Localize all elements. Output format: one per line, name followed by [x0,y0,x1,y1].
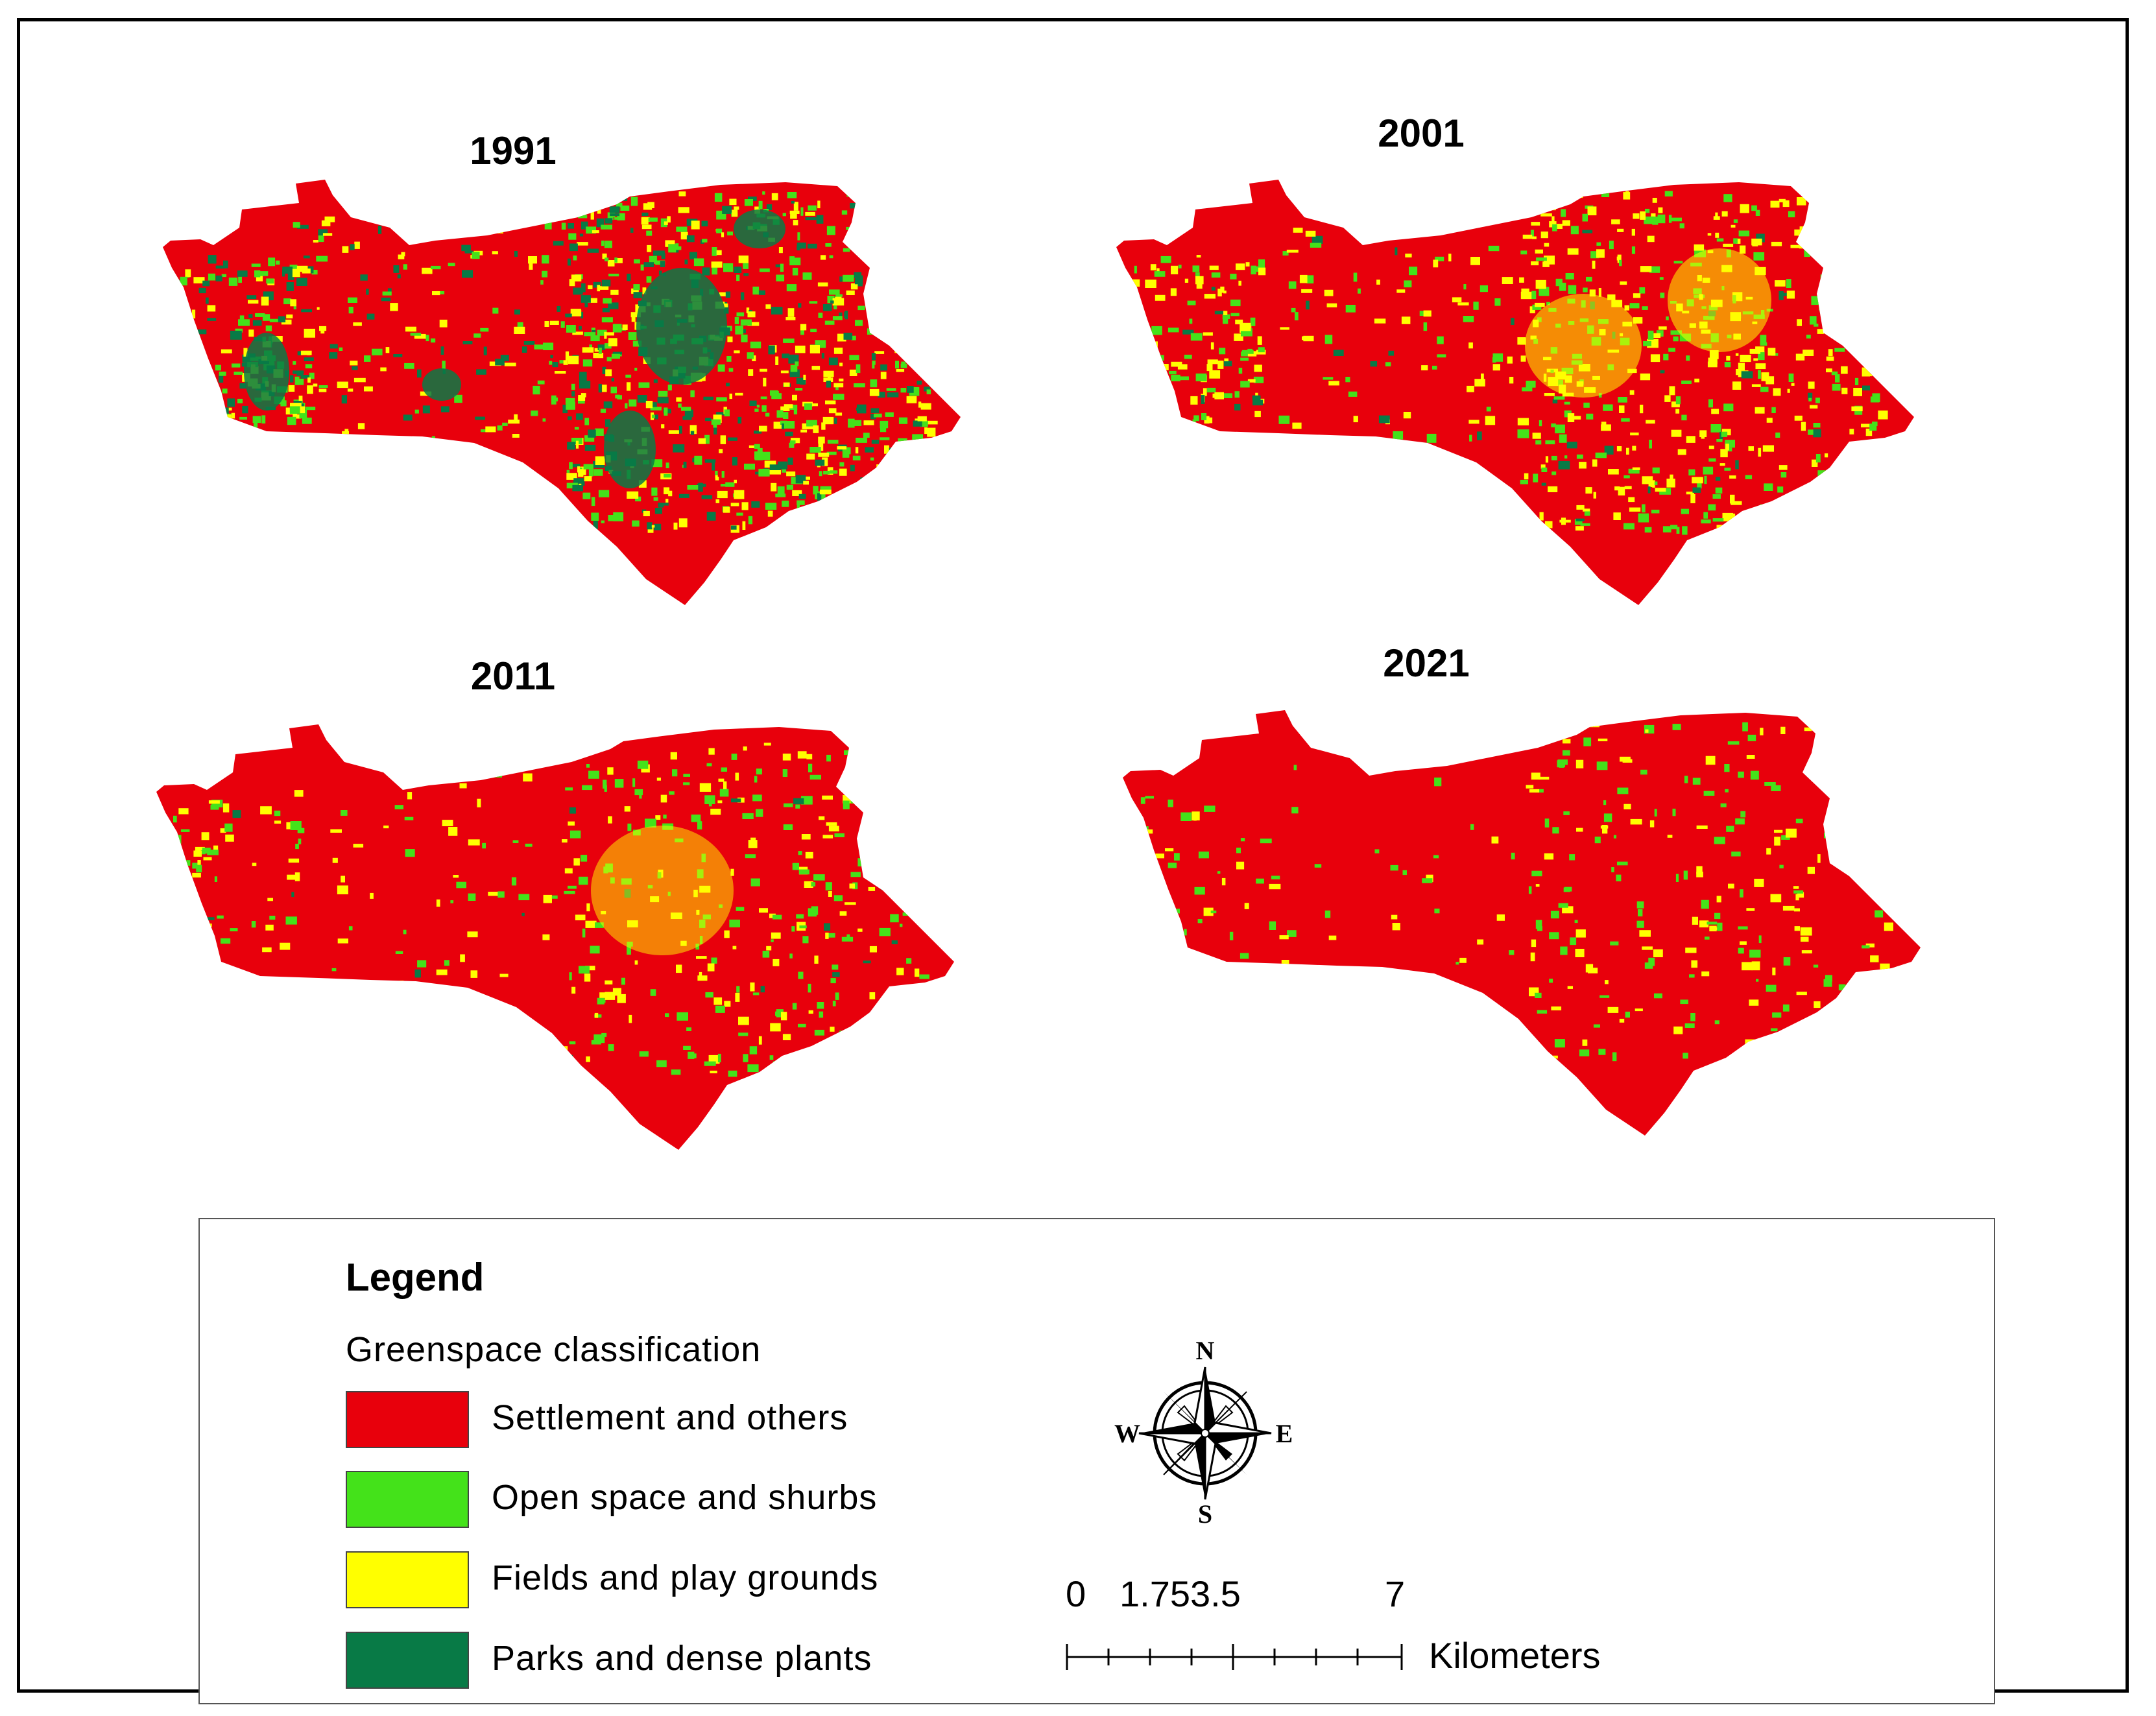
map-title-1991: 1991 [470,129,557,173]
compass-e: E [1276,1419,1293,1448]
map-2021 [1123,710,1921,1136]
map-1991 [163,180,961,605]
compass-s: S [1198,1499,1212,1524]
map-2001 [1116,180,1914,605]
legend-swatch-open-space [346,1471,469,1528]
greenspace-maps [156,180,1921,1150]
scale-label-7: 7 [1385,1573,1406,1614]
legend-swatch-settlement [346,1391,469,1448]
legend-subtitle: Greenspace classification [346,1330,761,1369]
legend-label-parks: Parks and dense plants [492,1639,872,1678]
scale-bar [1066,1644,1403,1670]
scale-units: Kilometers [1429,1635,1601,1676]
scale-label-mid: 1.753.5 [1120,1573,1241,1614]
map-title-2021: 2021 [1383,641,1470,685]
legend-label-open-space: Open space and shurbs [492,1478,878,1517]
map-title-2001: 2001 [1378,112,1465,155]
legend-swatch-fields [346,1551,469,1608]
legend-label-settlement: Settlement and others [492,1398,848,1437]
legend-panel: Legend Greenspace classification Settlem… [198,1218,1995,1704]
map-title-2011: 2011 [470,654,556,698]
legend-label-fields: Fields and play grounds [492,1558,879,1597]
north-arrow-compass-icon: N S W E [1114,1336,1293,1524]
map-boundary-2021 [1123,710,1921,1136]
scale-label-0: 0 [1066,1573,1086,1614]
compass-w: W [1114,1419,1140,1448]
map-2011 [156,724,954,1150]
legend-swatch-parks [346,1632,469,1689]
figure-frame: 1991 2001 2011 2021 Legend Greenspace cl… [17,18,2129,1704]
legend-title: Legend [346,1256,485,1299]
compass-n: N [1196,1336,1215,1365]
